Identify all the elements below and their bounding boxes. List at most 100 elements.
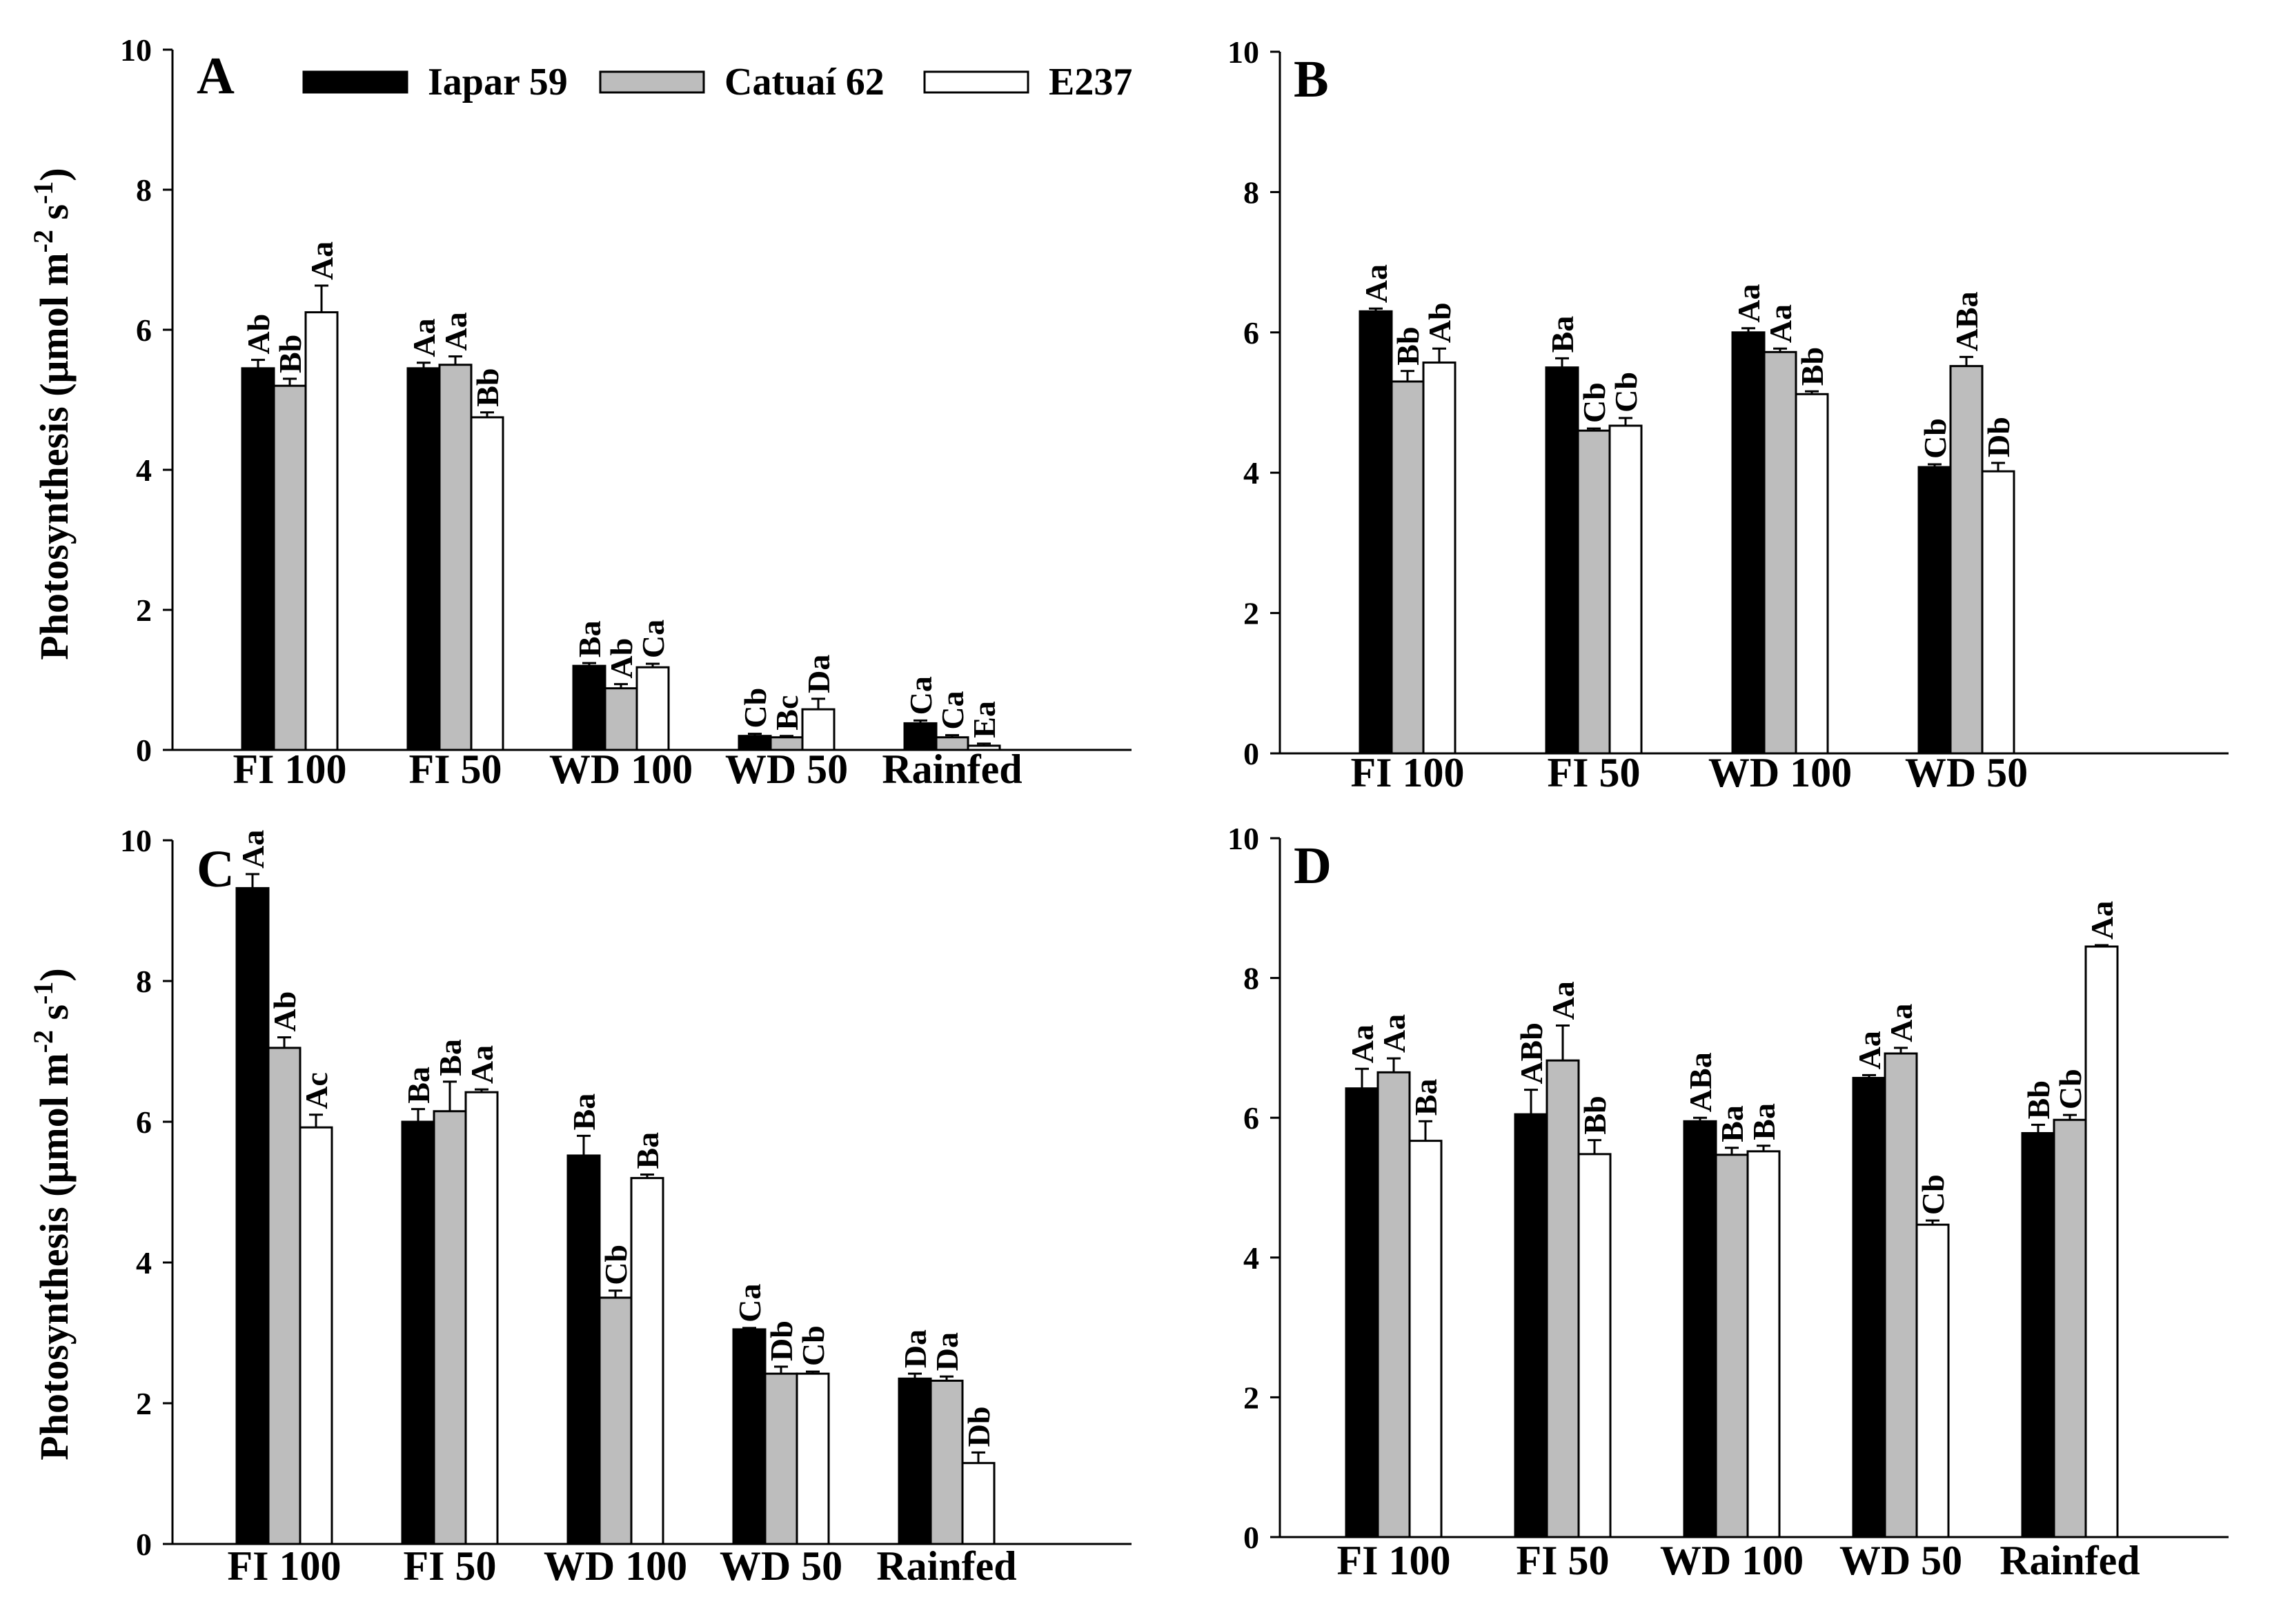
y-axis-label-top: Photosynthesis (μmol m-2 s-1) [28,168,77,660]
data-label: Ba [566,1093,602,1131]
data-label: Aa [235,830,270,869]
bar [796,1372,830,1545]
data-label: Ba [433,1039,468,1076]
y-tick-label: 10 [1227,821,1259,856]
data-label: Cb [1915,1174,1951,1215]
bar [1949,365,1984,755]
data-label: ABb [1514,1022,1549,1084]
bar [1852,1076,1886,1538]
x-category-label: Rainfed [1999,1538,2140,1583]
y-tick-label: 0 [1243,1520,1259,1555]
y-tick-label: 10 [1227,34,1259,70]
data-label: Bb [470,368,505,407]
data-label: Cb [738,688,773,729]
panel-label: A [197,47,235,105]
y-tick-label: 4 [136,453,152,488]
y-tick-label: 8 [136,964,152,999]
data-label: Da [801,655,836,693]
panel-label: C [197,840,235,898]
bar [898,1377,932,1545]
bar [438,364,473,751]
data-label: Db [961,1407,996,1447]
x-category-label: FI 50 [409,746,502,792]
data-label: Aa [1345,1024,1380,1063]
data-label: Ca [935,691,970,729]
bar [732,1328,767,1545]
bar [769,736,804,751]
x-category-label: WD 50 [1905,750,2028,795]
y-tick-label: 6 [136,1105,152,1140]
legend-label-iapar59: Iapar 59 [428,61,568,103]
y-tick-label: 6 [1243,1100,1259,1136]
bar [1577,429,1611,755]
data-label: Aa [1763,304,1798,343]
bar [903,722,938,751]
data-label: Bb [1795,347,1830,386]
bar [2053,1118,2087,1538]
data-label: Ba [1545,316,1580,353]
x-category-label: FI 100 [1337,1538,1451,1583]
bar [1915,1223,1950,1538]
data-label: Db [764,1320,799,1361]
bar [401,1120,435,1545]
bar [1981,470,2015,755]
data-label: Aa [406,318,442,357]
x-category-label: FI 50 [404,1543,497,1589]
bar [1546,1059,1580,1538]
bar [801,708,836,751]
y-tick-label: 2 [1243,1380,1259,1415]
x-category-label: FI 100 [228,1543,342,1589]
x-category-label: WD 50 [725,746,848,792]
x-category-label: FI 100 [233,746,347,792]
bar [433,1110,467,1545]
y-tick-label: 0 [1243,736,1259,771]
bar [572,664,606,751]
bar [1746,1150,1781,1538]
data-label: Bb [2021,1080,2056,1119]
bar [299,1126,333,1545]
x-category-label: WD 50 [720,1543,842,1589]
x-category-label: FI 100 [1351,750,1465,795]
data-label: Ca [732,1284,767,1323]
y-tick-label: 2 [136,593,152,628]
bar [961,1462,996,1545]
y-tick-label: 0 [136,1527,152,1562]
y-axis-label-bottom: Photosynthesis (μmol m-2 s-1) [28,968,77,1460]
y-tick-label: 10 [120,32,152,68]
data-label: Ab [267,991,302,1032]
data-label: Da [929,1332,965,1371]
y-tick-label: 10 [120,823,152,858]
x-category-label: WD 100 [544,1543,687,1589]
bar [1608,424,1643,755]
bar [929,1379,964,1545]
data-label: Aa [2084,901,2120,940]
data-label: Aa [464,1045,500,1084]
data-label: Ab [1422,302,1457,343]
data-label: Cb [2053,1069,2088,1109]
bar [464,1091,499,1545]
bar [2021,1131,2055,1538]
bar [1731,331,1766,755]
y-tick-label: 4 [136,1245,152,1280]
bar [304,311,339,751]
x-category-label: FI 50 [1517,1538,1610,1583]
legend-label-e237: E237 [1049,61,1132,103]
data-label: ABa [1683,1052,1718,1112]
data-label: Aa [304,241,339,280]
data-label: Db [1981,417,2016,457]
data-label: Ac [299,1072,334,1109]
data-label: Ca [903,676,938,715]
data-label: Ba [572,620,607,657]
bar [2084,945,2119,1538]
y-tick-label: 4 [1243,1240,1259,1276]
y-tick-label: 2 [1243,596,1259,631]
bar [635,666,670,751]
bar [1359,310,1393,755]
bar [1545,366,1579,755]
data-label: Ea [967,701,1002,738]
panel-label: D [1294,837,1332,895]
bar [1408,1140,1443,1538]
